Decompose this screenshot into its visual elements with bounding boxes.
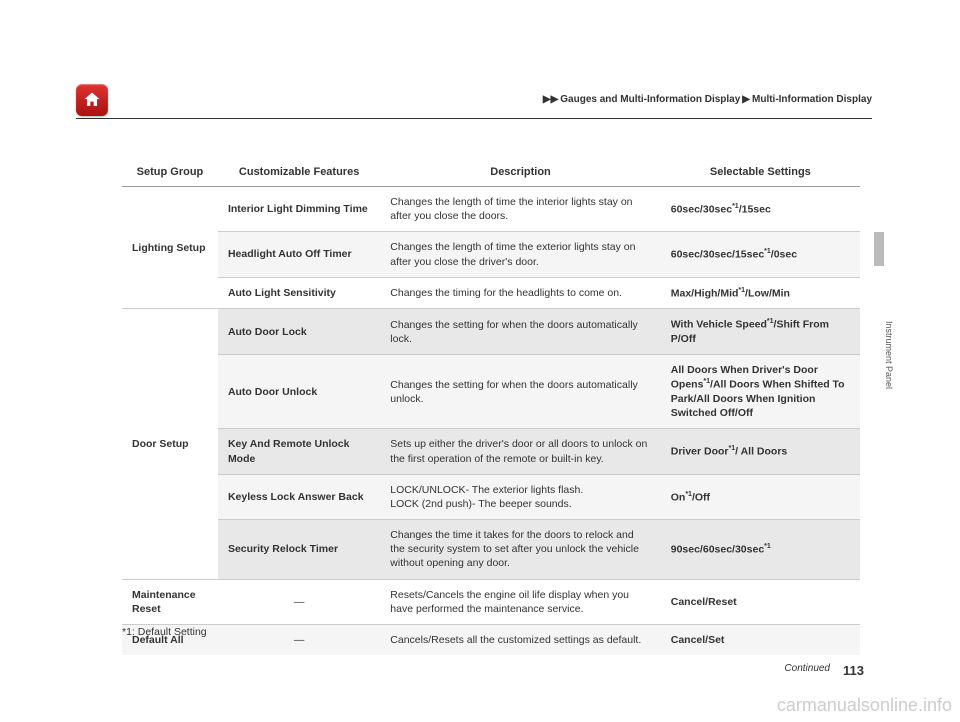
settings-cell: 60sec/30sec/15sec*1/0sec (661, 232, 860, 277)
feature-cell: Auto Door Unlock (218, 355, 380, 429)
table-row: Key And Remote Unlock ModeSets up either… (122, 429, 860, 474)
settings-cell: Max/High/Mid*1/Low/Min (661, 277, 860, 309)
breadcrumb: ▶▶Gauges and Multi-Information Display▶M… (541, 94, 872, 105)
breadcrumb-2: Multi-Information Display (752, 94, 872, 105)
side-marker (874, 232, 884, 266)
table-row: Auto Door UnlockChanges the setting for … (122, 355, 860, 429)
feature-cell: — (218, 579, 380, 624)
group-cell: Door Setup (122, 309, 218, 579)
table-row: Security Relock TimerChanges the time it… (122, 520, 860, 580)
settings-cell: All Doors When Driver's Door Opens*1/All… (661, 355, 860, 429)
side-tab-label: Instrument Panel (880, 300, 894, 410)
settings-cell: 90sec/60sec/30sec*1 (661, 520, 860, 580)
table-row: Keyless Lock Answer BackLOCK/UNLOCK- The… (122, 474, 860, 519)
feature-cell: Security Relock Timer (218, 520, 380, 580)
feature-cell: Keyless Lock Answer Back (218, 474, 380, 519)
settings-cell: On*1/Off (661, 474, 860, 519)
desc-cell: Changes the length of time the interior … (380, 187, 660, 232)
feature-cell: Auto Light Sensitivity (218, 277, 380, 309)
table-row: Auto Light SensitivityChanges the timing… (122, 277, 860, 309)
feature-cell: Auto Door Lock (218, 309, 380, 355)
desc-cell: Changes the length of time the exterior … (380, 232, 660, 277)
th-settings: Selectable Settings (661, 158, 860, 187)
feature-cell: Interior Light Dimming Time (218, 187, 380, 232)
table-row: Default All—Cancels/Resets all the custo… (122, 624, 860, 655)
group-cell: Maintenance Reset (122, 579, 218, 624)
home-icon[interactable] (76, 84, 108, 116)
header-rule (76, 118, 872, 119)
table-row: Door SetupAuto Door LockChanges the sett… (122, 309, 860, 355)
desc-cell: Changes the timing for the headlights to… (380, 277, 660, 309)
feature-cell: — (218, 624, 380, 655)
th-group: Setup Group (122, 158, 218, 187)
desc-cell: Changes the setting for when the doors a… (380, 309, 660, 355)
settings-cell: 60sec/30sec*1/15sec (661, 187, 860, 232)
table-row: Maintenance Reset—Resets/Cancels the eng… (122, 579, 860, 624)
settings-cell: Cancel/Set (661, 624, 860, 655)
footnote: *1: Default Setting (122, 626, 207, 638)
desc-cell: Changes the time it takes for the doors … (380, 520, 660, 580)
group-cell: Lighting Setup (122, 187, 218, 309)
th-desc: Description (380, 158, 660, 187)
settings-cell: Driver Door*1/ All Doors (661, 429, 860, 474)
settings-table: Setup Group Customizable Features Descri… (122, 158, 860, 655)
settings-cell: Cancel/Reset (661, 579, 860, 624)
desc-cell: LOCK/UNLOCK- The exterior lights flash. … (380, 474, 660, 519)
th-feature: Customizable Features (218, 158, 380, 187)
desc-cell: Sets up either the driver's door or all … (380, 429, 660, 474)
desc-cell: Resets/Cancels the engine oil life displ… (380, 579, 660, 624)
watermark: carmanualsonline.info (777, 695, 952, 716)
settings-cell: With Vehicle Speed*1/Shift From P/Off (661, 309, 860, 355)
feature-cell: Headlight Auto Off Timer (218, 232, 380, 277)
continued-label: Continued (784, 663, 830, 674)
desc-cell: Cancels/Resets all the customized settin… (380, 624, 660, 655)
feature-cell: Key And Remote Unlock Mode (218, 429, 380, 474)
page-number: 113 (843, 663, 864, 678)
breadcrumb-1: Gauges and Multi-Information Display (560, 94, 740, 105)
table-row: Lighting SetupInterior Light Dimming Tim… (122, 187, 860, 232)
desc-cell: Changes the setting for when the doors a… (380, 355, 660, 429)
table-row: Headlight Auto Off TimerChanges the leng… (122, 232, 860, 277)
